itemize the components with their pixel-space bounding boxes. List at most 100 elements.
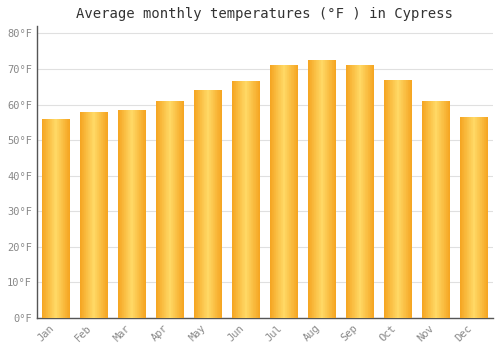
Bar — [372, 65, 373, 318]
Bar — [294, 65, 295, 318]
Bar — [253, 82, 254, 318]
Bar — [128, 110, 129, 318]
Bar — [444, 101, 445, 318]
Bar — [44, 119, 45, 318]
Bar — [257, 82, 258, 318]
Bar — [449, 101, 450, 318]
Bar — [179, 101, 180, 318]
Bar — [195, 90, 196, 318]
Bar — [194, 90, 195, 318]
Bar — [57, 119, 58, 318]
Bar — [91, 112, 92, 318]
Bar — [122, 110, 123, 318]
Bar — [484, 117, 485, 318]
Bar — [349, 65, 350, 318]
Bar — [246, 82, 248, 318]
Bar — [132, 110, 133, 318]
Bar — [441, 101, 442, 318]
Bar — [181, 101, 182, 318]
Bar — [356, 65, 357, 318]
Bar — [487, 117, 488, 318]
Bar — [466, 117, 467, 318]
Bar — [445, 101, 446, 318]
Bar — [92, 112, 93, 318]
Bar — [482, 117, 483, 318]
Bar — [100, 112, 102, 318]
Bar — [232, 82, 233, 318]
Bar — [297, 65, 298, 318]
Bar — [432, 101, 434, 318]
Bar — [360, 65, 362, 318]
Bar — [440, 101, 441, 318]
Bar — [45, 119, 46, 318]
Bar — [388, 79, 389, 318]
Bar — [248, 82, 250, 318]
Bar — [474, 117, 476, 318]
Bar — [392, 79, 393, 318]
Bar — [328, 60, 329, 318]
Bar — [352, 65, 353, 318]
Bar — [69, 119, 70, 318]
Bar — [391, 79, 392, 318]
Bar — [479, 117, 480, 318]
Bar — [53, 119, 54, 318]
Bar — [254, 82, 255, 318]
Bar — [424, 101, 425, 318]
Bar — [278, 65, 279, 318]
Bar — [171, 101, 172, 318]
Bar — [367, 65, 368, 318]
Bar — [371, 65, 372, 318]
Bar — [406, 79, 407, 318]
Bar — [308, 60, 309, 318]
Bar — [353, 65, 354, 318]
Bar — [357, 65, 358, 318]
Bar — [51, 119, 52, 318]
Bar — [43, 119, 44, 318]
Bar — [403, 79, 404, 318]
Bar — [125, 110, 126, 318]
Bar — [182, 101, 183, 318]
Bar — [481, 117, 482, 318]
Bar — [218, 90, 219, 318]
Bar — [448, 101, 449, 318]
Bar — [240, 82, 241, 318]
Bar — [85, 112, 86, 318]
Bar — [351, 65, 352, 318]
Bar — [60, 119, 62, 318]
Bar — [411, 79, 412, 318]
Bar — [80, 112, 81, 318]
Bar — [168, 101, 169, 318]
Bar — [237, 82, 238, 318]
Bar — [242, 82, 243, 318]
Bar — [404, 79, 405, 318]
Bar — [134, 110, 136, 318]
Bar — [165, 101, 166, 318]
Bar — [62, 119, 64, 318]
Bar — [431, 101, 432, 318]
Bar — [472, 117, 474, 318]
Bar — [476, 117, 477, 318]
Bar — [159, 101, 160, 318]
Bar — [296, 65, 297, 318]
Bar — [393, 79, 394, 318]
Bar — [199, 90, 200, 318]
Bar — [291, 65, 292, 318]
Bar — [84, 112, 85, 318]
Bar — [56, 119, 57, 318]
Bar — [329, 60, 330, 318]
Bar — [462, 117, 463, 318]
Bar — [315, 60, 316, 318]
Bar — [326, 60, 327, 318]
Bar — [408, 79, 409, 318]
Bar — [207, 90, 208, 318]
Bar — [327, 60, 328, 318]
Bar — [156, 101, 157, 318]
Bar — [293, 65, 294, 318]
Bar — [384, 79, 385, 318]
Bar — [123, 110, 124, 318]
Bar — [163, 101, 164, 318]
Bar — [202, 90, 203, 318]
Bar — [130, 110, 131, 318]
Bar — [250, 82, 252, 318]
Bar — [255, 82, 256, 318]
